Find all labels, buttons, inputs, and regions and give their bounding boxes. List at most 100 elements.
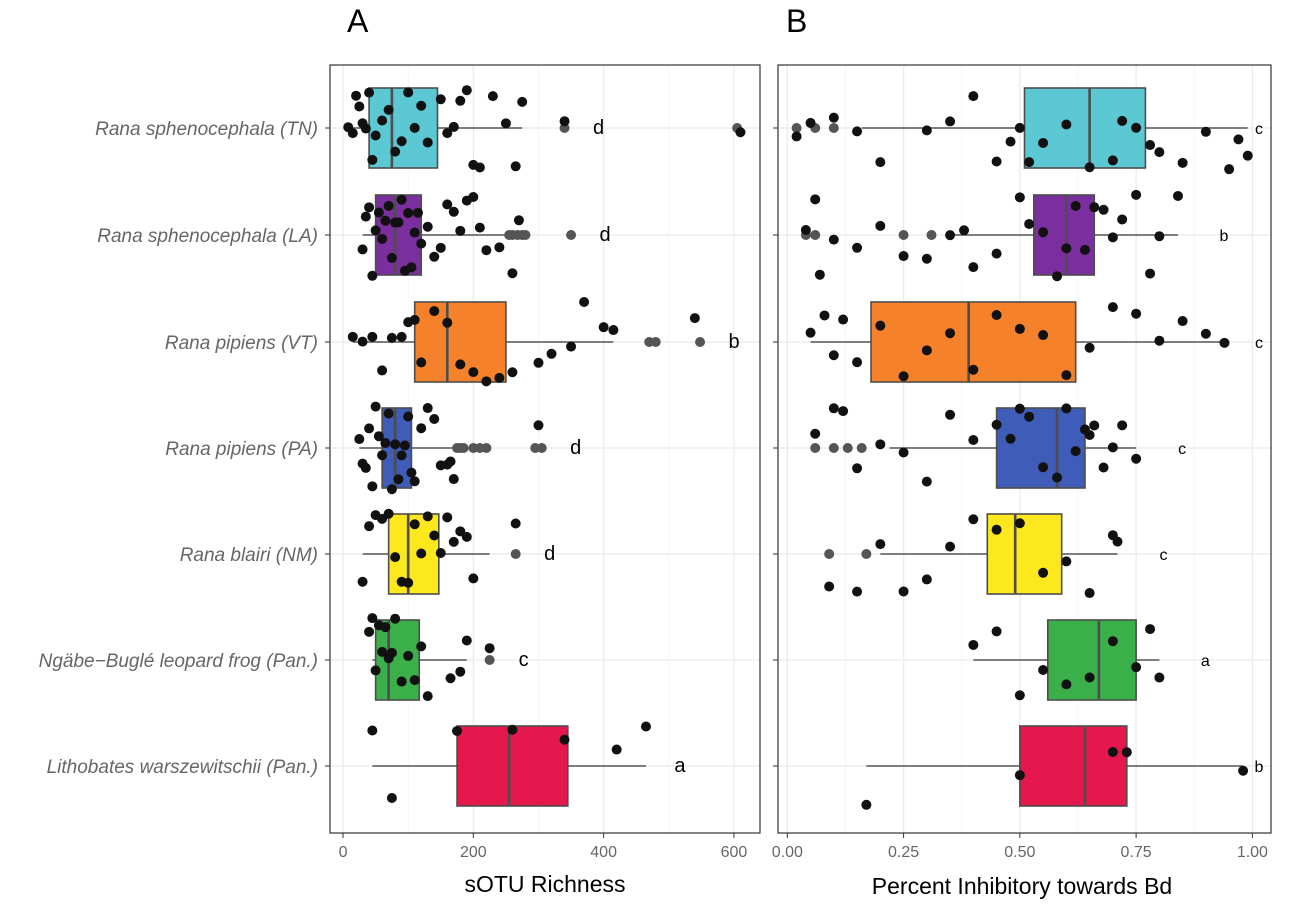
data-point <box>370 665 381 676</box>
data-point <box>360 123 371 134</box>
data-point <box>828 234 839 245</box>
data-point <box>406 467 417 478</box>
data-point <box>445 456 456 467</box>
data-point <box>1014 770 1025 781</box>
data-point <box>416 100 427 111</box>
significance-letter: c <box>1160 547 1168 564</box>
data-point <box>1112 536 1123 547</box>
data-point <box>461 531 472 542</box>
data-point <box>396 194 407 205</box>
data-point <box>991 248 1002 259</box>
data-point <box>1154 335 1165 346</box>
data-point <box>468 367 479 378</box>
data-point <box>1121 747 1132 758</box>
data-point <box>403 650 414 661</box>
panel-b-ticks: 0.00 0.25 0.50 0.75 1.00 <box>772 127 1268 861</box>
outlier-point <box>926 230 937 240</box>
data-point <box>1005 433 1016 444</box>
outlier-point <box>810 443 821 453</box>
data-point <box>510 518 521 529</box>
data-point <box>380 215 391 226</box>
data-point <box>991 309 1002 320</box>
data-point <box>386 332 397 343</box>
outlier-point <box>481 443 492 453</box>
data-point <box>959 225 970 236</box>
data-point <box>442 199 453 210</box>
data-point <box>386 793 397 804</box>
data-point <box>1038 227 1049 238</box>
data-point <box>367 331 378 342</box>
data-point <box>1219 337 1230 348</box>
box <box>1046 619 1137 701</box>
data-point <box>403 208 414 219</box>
data-point <box>442 128 453 139</box>
significance-letter: d <box>570 437 581 459</box>
outlier-point <box>828 123 839 133</box>
data-point <box>367 481 378 492</box>
data-point <box>390 439 401 450</box>
data-point <box>409 227 420 238</box>
significance-letter: d <box>599 224 610 246</box>
data-point <box>1014 192 1025 203</box>
data-point <box>409 122 420 133</box>
data-point <box>921 574 932 585</box>
data-point <box>448 536 459 547</box>
data-point <box>487 91 498 102</box>
data-point <box>1038 330 1049 341</box>
species-label: Rana pipiens (VT) <box>165 333 318 354</box>
significance-letter: c <box>1255 335 1263 352</box>
data-point <box>494 242 505 253</box>
data-point <box>383 104 394 115</box>
data-point <box>828 403 839 414</box>
data-point <box>383 508 394 519</box>
panel-a: d d b d d c a 0 200 400 600 Rana sphenocephala (T… <box>39 3 761 897</box>
data-point <box>1084 342 1095 353</box>
data-point <box>416 423 427 434</box>
data-point <box>455 666 466 677</box>
data-point <box>367 613 378 624</box>
outlier-point <box>695 337 706 347</box>
data-point <box>1098 204 1109 215</box>
data-point <box>800 224 811 235</box>
data-point <box>852 126 863 137</box>
data-point <box>1038 665 1049 676</box>
data-point <box>442 317 453 328</box>
data-point <box>968 435 979 446</box>
data-point <box>422 691 433 702</box>
data-point <box>1117 420 1128 431</box>
data-point <box>838 314 849 325</box>
data-point <box>810 428 821 439</box>
data-point <box>461 85 472 96</box>
data-point <box>409 675 420 686</box>
data-point <box>364 87 375 98</box>
data-point <box>364 521 375 532</box>
x-tick-label: 0.50 <box>1004 844 1035 861</box>
data-point <box>819 310 830 321</box>
panel-a-letters: d d b d d c a <box>519 117 740 777</box>
data-point <box>1061 679 1072 690</box>
box <box>870 301 1077 383</box>
data-point <box>1131 189 1142 200</box>
data-point <box>1061 370 1072 381</box>
x-tick-label: 200 <box>460 844 487 861</box>
data-point <box>367 270 378 281</box>
significance-letter: c <box>519 649 529 671</box>
x-tick-label: 0 <box>339 844 348 861</box>
data-point <box>898 371 909 382</box>
panel-a-label: A <box>347 3 369 39</box>
data-point <box>370 225 381 236</box>
panel-a-boxes <box>368 87 569 807</box>
data-point <box>455 526 466 537</box>
data-point <box>396 136 407 147</box>
data-point <box>517 96 528 107</box>
data-point <box>566 341 577 352</box>
data-point <box>852 242 863 253</box>
data-point <box>370 130 381 141</box>
data-point <box>1014 690 1025 701</box>
data-point <box>852 357 863 368</box>
species-label: Rana sphenocephala (TN) <box>95 119 318 140</box>
data-point <box>1038 462 1049 473</box>
data-point <box>898 586 909 597</box>
data-point <box>377 365 388 376</box>
data-point <box>546 348 557 359</box>
